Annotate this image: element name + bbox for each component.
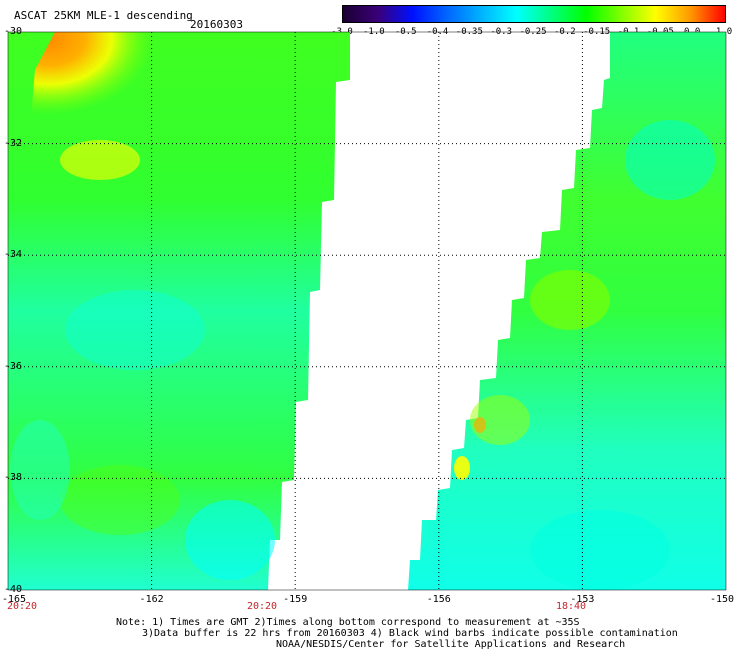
product-title: ASCAT 25KM MLE-1 descending [14,9,193,22]
note-line-3: NOAA/NESDIS/Center for Satellite Applica… [276,639,626,650]
note-line-2: 3)Data buffer is 22 hrs from 20160303 4)… [142,628,678,639]
longitude-label: -165 [1,594,27,605]
latitude-label: -38 [4,472,23,484]
product-date: 20160303 [190,18,243,31]
latitude-label: -30 [4,26,23,37]
latitude-label: -36 [4,360,23,372]
time-label-left: 20:20 [6,601,38,612]
longitude-label: -156 [426,594,451,605]
latitude-label: -40 [4,584,23,595]
longitude-label: -162 [139,594,164,605]
longitude-label: -159 [283,594,308,605]
time-label-middle: 20:20 [246,601,278,612]
longitude-label: -150 [709,594,735,605]
longitude-label: -153 [570,594,595,605]
right-swath [408,32,726,590]
map-frame [7,31,727,591]
note-line-1: Note: 1) Times are GMT 2)Times along bot… [116,617,580,628]
latitude-label: -34 [4,249,23,261]
lat-lon-grid [8,32,726,590]
time-label-right: 18:40 [555,601,587,612]
left-swath [8,32,350,590]
latitude-label: -32 [4,137,23,149]
colorbar [342,5,726,23]
